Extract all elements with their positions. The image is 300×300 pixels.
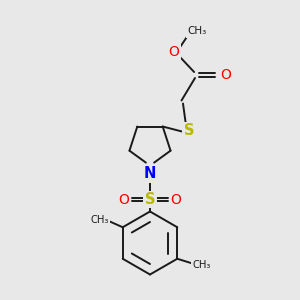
- Text: CH₃: CH₃: [90, 215, 109, 225]
- Text: N: N: [144, 167, 156, 182]
- Text: O: O: [171, 193, 182, 206]
- Text: O: O: [118, 193, 129, 206]
- Text: CH₃: CH₃: [192, 260, 211, 270]
- Text: S: S: [145, 192, 155, 207]
- Text: O: O: [169, 46, 179, 59]
- Text: CH₃: CH₃: [187, 26, 206, 37]
- Text: O: O: [220, 68, 231, 82]
- Text: S: S: [184, 123, 194, 138]
